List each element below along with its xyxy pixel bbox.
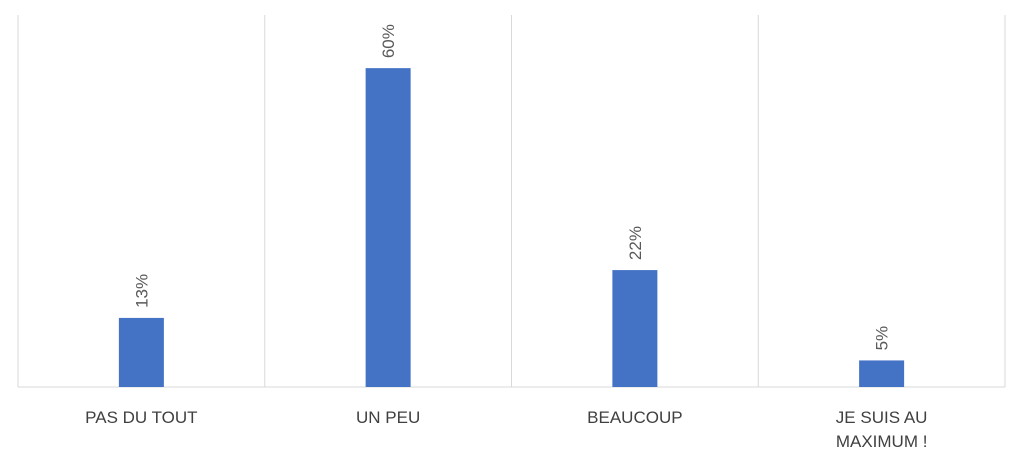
bar: [365, 68, 411, 388]
x-tick-label: UN PEU: [356, 408, 421, 427]
value-label: 60%: [379, 24, 398, 58]
value-label: 22%: [626, 226, 645, 260]
x-tick-label-box: UN PEU: [356, 408, 421, 427]
x-tick-label: PAS DU TOUT: [85, 408, 198, 427]
value-label: 13%: [132, 274, 151, 308]
value-label: 5%: [873, 326, 892, 351]
bar: [118, 317, 164, 387]
x-tick-label: BEAUCOUP: [587, 408, 683, 427]
bar: [612, 270, 658, 387]
x-tick-label: JE SUIS AU MAXIMUM !: [835, 408, 928, 451]
x-tick-label-box: BEAUCOUP: [587, 408, 683, 427]
bar: [859, 360, 905, 387]
x-tick-label-box: JE SUIS AU MAXIMUM !: [835, 408, 928, 451]
x-tick-label-box: PAS DU TOUT: [85, 408, 198, 427]
